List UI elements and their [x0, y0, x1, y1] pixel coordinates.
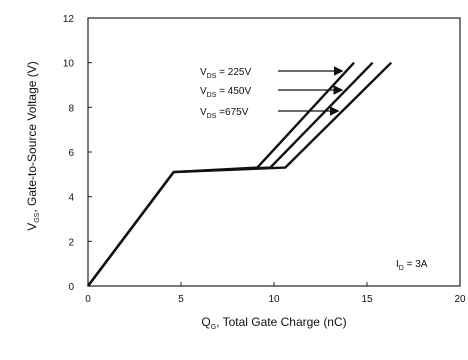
y-axis-title: VGS, Gate-to-Source Voltage (V): [25, 61, 41, 231]
plot-frame: [87, 17, 461, 287]
x-axis-title: QG, Total Gate Charge (nC): [201, 315, 346, 331]
y-tick-label: 0: [68, 282, 74, 293]
series-label-450v: VDS = 450V: [200, 86, 251, 99]
y-tick-label: 10: [63, 59, 75, 70]
y-tick-label: 8: [68, 103, 74, 114]
series-label-675v: VDS =675V: [200, 107, 249, 120]
x-tick-label: 5: [178, 294, 184, 305]
y-tick-label: 4: [68, 193, 74, 204]
series-label-225v: VDS = 225V: [200, 67, 251, 80]
y-tick-label: 12: [63, 14, 75, 25]
test-condition-label: ID = 3A: [396, 259, 428, 272]
x-tick-label: 20: [454, 294, 466, 305]
y-tick-label: 2: [68, 237, 74, 248]
x-tick-label: 0: [85, 294, 91, 305]
x-tick-label: 10: [268, 294, 280, 305]
y-tick-label: 6: [68, 148, 74, 159]
x-tick-label: 15: [361, 294, 373, 305]
